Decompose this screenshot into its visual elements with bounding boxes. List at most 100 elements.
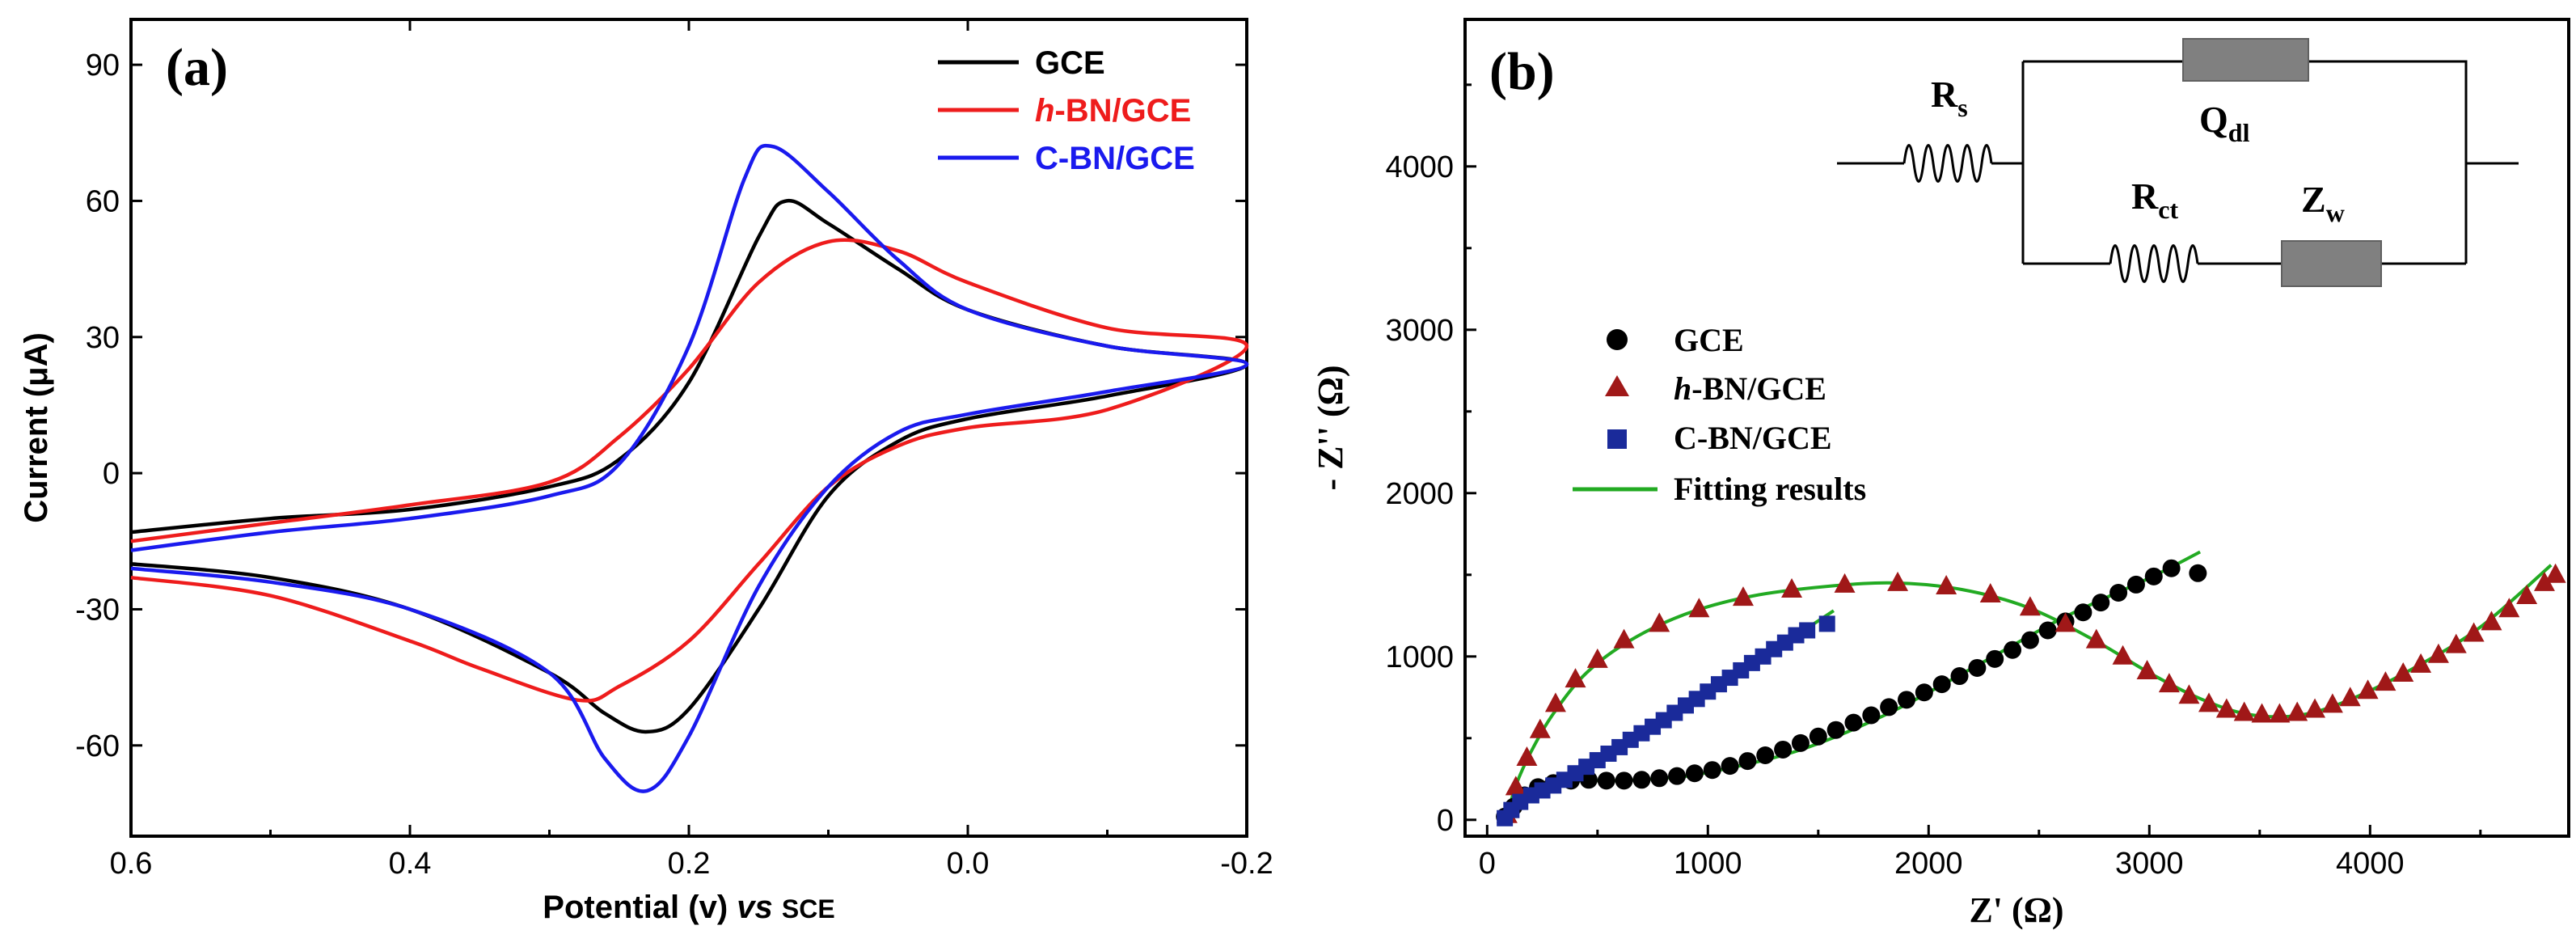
panel-a-xtick-label: 0.4 <box>389 847 432 881</box>
eis-point-gce <box>1668 767 1687 785</box>
eis-point-hbn <box>2544 563 2566 583</box>
eis-point-cbn <box>1799 622 1816 639</box>
eis-point-gce <box>1650 769 1669 788</box>
panel-a-ytick-label: 90 <box>86 49 120 82</box>
cv-curve-0 <box>130 198 1249 734</box>
eis-point-hbn <box>2392 662 2414 683</box>
legend-a-label-gce: GCE <box>1035 45 1105 81</box>
panel-a-xtick-label: 0.2 <box>668 847 711 881</box>
eis-point-hbn <box>2516 585 2538 605</box>
eis-point-gce <box>1703 761 1721 780</box>
panel-b-ytick-label: 0 <box>1437 804 1454 838</box>
label-qdl: Qdl <box>2199 99 2250 147</box>
eis-point-gce <box>1615 771 1633 790</box>
legend-a-label-hbn: h-BN/GCE <box>1035 93 1191 129</box>
eis-point-hbn <box>2287 701 2308 721</box>
eis-point-gce <box>2162 559 2181 577</box>
label-rct: Rct <box>2131 175 2178 224</box>
eis-point-gce <box>1880 698 1898 716</box>
panel-b-label: (b) <box>1489 42 1555 101</box>
eis-point-hbn <box>1979 583 2001 603</box>
eis-point-hbn <box>2136 659 2158 679</box>
resistor-rs <box>1902 144 1993 183</box>
cpe-qdl <box>2182 38 2309 82</box>
eis-point-gce <box>1809 727 1827 746</box>
panel-b-ytick-label: 1000 <box>1385 640 1454 674</box>
eis-point-gce <box>1826 721 1845 739</box>
panel-a-ytick-label: -30 <box>75 593 120 627</box>
eis-point-hbn <box>2054 612 2076 632</box>
eis-point-gce <box>2004 640 2022 659</box>
eis-point-gce <box>1932 675 1951 694</box>
eis-point-gce <box>1579 771 1598 789</box>
eis-point-hbn <box>2427 643 2449 663</box>
eis-point-hbn <box>1586 648 1608 668</box>
panel-a-ticks: 0.6 0.4 0.2 0.0 -0.2 90 60 30 0 -30 -60 <box>75 19 1273 881</box>
legend-a-label-cbn: C-BN/GCE <box>1035 141 1195 176</box>
eis-point-hbn <box>2158 673 2180 693</box>
panel-b-data-points <box>1496 559 2566 826</box>
panel-a-ytick-label: 0 <box>103 457 120 491</box>
eis-point-gce <box>1844 713 1863 732</box>
eis-point-hbn <box>1781 577 1803 598</box>
panel-a-legend: GCE h-BN/GCE C-BN/GCE <box>938 45 1195 176</box>
eis-point-gce <box>2092 594 2110 612</box>
eis-point-hbn <box>1516 746 1538 767</box>
eis-point-hbn <box>2251 703 2273 723</box>
label-rs: Rs <box>1931 74 1968 122</box>
legend-b-label-hbn: h-BN/GCE <box>1674 370 1826 407</box>
legend-b-label-cbn: C-BN/GCE <box>1674 420 1832 456</box>
eis-point-gce <box>2144 567 2163 585</box>
eis-point-hbn <box>2269 703 2291 723</box>
eis-point-gce <box>1968 658 1987 677</box>
eis-point-hbn <box>2533 571 2555 591</box>
panel-b-legend: GCE h-BN/GCE C-BN/GCE Fitting results <box>1573 322 1866 507</box>
legend-b-label-fit: Fitting results <box>1674 471 1866 507</box>
panel-b-xtick-label: 0 <box>1479 847 1496 881</box>
eis-point-gce <box>1791 733 1810 752</box>
eis-point-gce <box>1774 740 1793 759</box>
eis-point-gce <box>2109 584 2128 602</box>
eis-point-gce <box>2189 564 2207 582</box>
eis-point-hbn <box>1688 598 1710 618</box>
cv-curve-2 <box>130 144 1249 793</box>
panel-a-xtick-label: -0.2 <box>1220 847 1273 881</box>
eis-point-gce <box>1950 667 1969 686</box>
eis-point-hbn <box>2445 633 2467 653</box>
eis-point-gce <box>1915 683 1933 702</box>
panel-b-xtick-label: 4000 <box>2336 847 2405 881</box>
legend-b-marker-hbn <box>1605 375 1629 396</box>
eis-point-hbn <box>2178 684 2200 704</box>
eis-point-gce <box>2074 603 2092 622</box>
panel-b-ticks: 0 1000 2000 3000 4000 0 1000 2000 3000 4000 <box>1385 83 2482 881</box>
eis-point-gce <box>1685 764 1704 783</box>
panel-a-ylabel: Current (μA) <box>19 332 54 523</box>
legend-b-marker-gce <box>1607 329 1628 350</box>
eis-point-hbn <box>1613 628 1635 649</box>
eis-point-cbn <box>1818 615 1835 632</box>
panel-a-ytick-label: -60 <box>75 729 120 763</box>
panel-b-xlabel: Z' (Ω) <box>1969 890 2063 930</box>
panel-b-frame <box>1463 18 2570 838</box>
eis-point-gce <box>1986 649 2004 668</box>
eis-point-gce <box>1738 752 1757 771</box>
panel-b-ytick-label: 3000 <box>1385 314 1454 348</box>
eis-point-hbn <box>2357 679 2379 700</box>
eis-point-hbn <box>2304 698 2326 718</box>
circuit-wire-top <box>2023 60 2468 264</box>
eis-point-hbn <box>1936 574 1957 594</box>
panel-a-xtick-label: 0.0 <box>947 847 990 881</box>
eis-point-hbn <box>1732 586 1754 607</box>
eis-point-hbn <box>1887 571 1909 591</box>
label-zw: Zw <box>2301 179 2345 227</box>
eis-point-hbn <box>1565 668 1586 688</box>
panel-b-xtick-label: 2000 <box>1894 847 1963 881</box>
panel-a-curves <box>130 144 1249 793</box>
eis-point-gce <box>2126 575 2145 594</box>
panel-a-xtick-label: 0.6 <box>110 847 153 881</box>
eis-point-gce <box>2021 631 2039 649</box>
eis-point-gce <box>1721 757 1739 776</box>
eis-point-hbn <box>2498 598 2520 618</box>
equivalent-circuit: Rs Qdl Rct Zw <box>1837 38 2519 287</box>
